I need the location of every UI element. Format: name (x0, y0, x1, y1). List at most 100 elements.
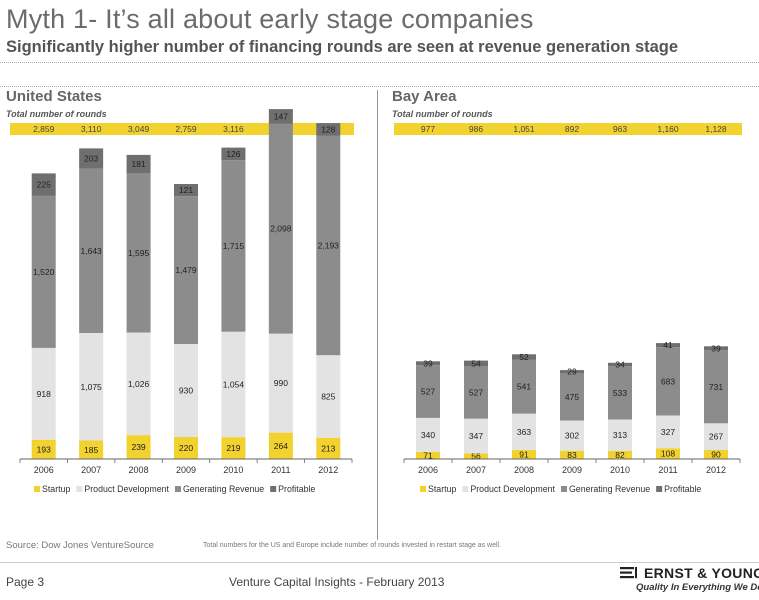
bay-bar-product-development (560, 420, 584, 451)
us-x-tick-label: 2011 (271, 465, 290, 475)
bay-data-label-startup: 71 (423, 450, 433, 460)
us-data-label-product-development: 930 (179, 386, 193, 396)
us-bar-product-development (221, 331, 246, 438)
bay-legend-label-product-development: Product Development (470, 484, 555, 494)
bay-totals-strip (394, 123, 742, 135)
us-total-label: 3,116 (223, 124, 244, 134)
us-data-label-generating-revenue: 1,520 (33, 267, 55, 277)
us-bar-generating-revenue (31, 195, 56, 348)
us-total-label: 3,110 (81, 124, 102, 134)
us-data-label-profitable: 147 (274, 111, 288, 121)
footer-rule (0, 562, 759, 563)
us-legend-swatch-startup (34, 486, 40, 492)
bay-bar-generating-revenue (416, 365, 440, 418)
us-data-label-profitable: 225 (37, 180, 51, 190)
us-bar-generating-revenue (126, 173, 151, 333)
bay-bar-profitable (560, 370, 584, 373)
us-x-tick-label: 2006 (34, 465, 54, 475)
bay-x-tick-label: 2009 (562, 465, 582, 475)
bay-data-label-generating-revenue: 527 (469, 387, 483, 397)
us-data-label-product-development: 918 (37, 389, 51, 399)
bay-data-label-startup: 91 (519, 449, 529, 459)
us-bar-startup (31, 439, 56, 459)
us-data-label-startup: 213 (321, 443, 335, 453)
bay-bar-product-development (464, 418, 488, 454)
us-bar-startup (316, 437, 341, 459)
bay-total-label: 986 (469, 124, 483, 134)
bay-bar-generating-revenue (608, 366, 632, 420)
bay-panel-subtitle: Total number of rounds (392, 109, 493, 119)
us-data-label-profitable: 121 (179, 185, 193, 195)
bay-legend-label-profitable: Profitable (664, 484, 701, 494)
bay-legend-swatch-startup (420, 486, 426, 492)
bay-data-label-profitable: 34 (615, 360, 625, 370)
bay-total-label: 892 (565, 124, 579, 134)
us-data-label-product-development: 825 (321, 391, 335, 401)
us-bar-product-development (268, 333, 293, 433)
bay-data-label-profitable: 52 (519, 352, 529, 362)
us-bar-profitable (268, 109, 293, 124)
us-bar-startup (79, 440, 104, 459)
bay-data-label-product-development: 313 (613, 430, 627, 440)
bay-bar-startup (656, 448, 680, 459)
bay-x-tick-label: 2006 (418, 465, 438, 475)
panel-divider (377, 90, 378, 540)
us-legend-label-profitable: Profitable (278, 484, 315, 494)
bay-total-label: 1,051 (513, 124, 535, 134)
us-x-tick-label: 2007 (81, 465, 101, 475)
bay-data-label-startup: 108 (661, 449, 675, 459)
logo-name: ERNST & YOUNG (644, 565, 759, 581)
us-data-label-startup: 193 (37, 444, 51, 454)
bay-legend-swatch-profitable (656, 486, 663, 492)
totals-footnote: Total numbers for the US and Europe incl… (203, 542, 502, 549)
report-name: Venture Capital Insights - February 2013 (229, 575, 445, 589)
bay-data-label-profitable: 41 (663, 340, 673, 350)
bay-data-label-profitable: 39 (711, 343, 721, 353)
bay-data-label-startup: 82 (615, 450, 625, 460)
us-legend-swatch-generating-revenue (174, 486, 181, 492)
us-bar-startup (268, 432, 293, 459)
bay-bar-profitable (608, 362, 632, 367)
us-bar-startup (126, 435, 151, 459)
us-panel-title: United States (6, 88, 102, 105)
bay-bar-product-development (608, 419, 632, 451)
bay-bar-startup (608, 450, 632, 459)
us-data-label-startup: 185 (84, 445, 98, 455)
us-bar-product-development (79, 333, 104, 441)
bay-data-label-product-development: 363 (517, 427, 531, 437)
bay-data-label-startup: 90 (711, 450, 721, 460)
bay-bar-startup (560, 450, 584, 459)
bay-legend-label-generating-revenue: Generating Revenue (569, 484, 650, 494)
us-data-label-startup: 220 (179, 443, 193, 453)
bay-x-tick-label: 2011 (658, 465, 677, 475)
bay-bar-generating-revenue (464, 366, 488, 419)
us-data-label-generating-revenue: 1,479 (175, 265, 197, 275)
us-data-label-generating-revenue: 1,715 (223, 241, 245, 251)
bay-data-label-startup: 83 (567, 450, 577, 460)
bay-data-label-generating-revenue: 527 (421, 387, 435, 397)
bay-bar-startup (464, 453, 488, 459)
us-data-label-startup: 264 (274, 441, 288, 451)
bay-data-label-product-development: 340 (421, 430, 435, 440)
bay-data-label-startup: 56 (471, 451, 481, 461)
us-legend-swatch-profitable (270, 486, 277, 492)
us-data-label-profitable: 128 (321, 125, 335, 135)
bay-data-label-product-development: 267 (709, 432, 723, 442)
us-bar-profitable (221, 147, 246, 161)
bay-data-label-generating-revenue: 683 (661, 376, 675, 386)
us-data-label-profitable: 181 (131, 159, 145, 169)
us-total-label: 2,859 (33, 124, 55, 134)
bay-bar-generating-revenue (656, 347, 680, 416)
us-bar-generating-revenue (268, 123, 293, 334)
bay-legend-swatch-product-development (462, 486, 469, 492)
bay-total-label: 963 (613, 124, 627, 134)
us-data-label-generating-revenue: 2,098 (270, 224, 292, 234)
us-data-label-startup: 239 (131, 442, 145, 452)
us-data-label-startup: 219 (226, 443, 240, 453)
bay-bar-profitable (656, 343, 680, 348)
us-bar-profitable (31, 173, 56, 196)
bay-bar-product-development (656, 415, 680, 449)
bay-data-label-product-development: 327 (661, 427, 675, 437)
us-bar-startup (174, 437, 198, 459)
bay-bar-profitable (512, 354, 536, 360)
